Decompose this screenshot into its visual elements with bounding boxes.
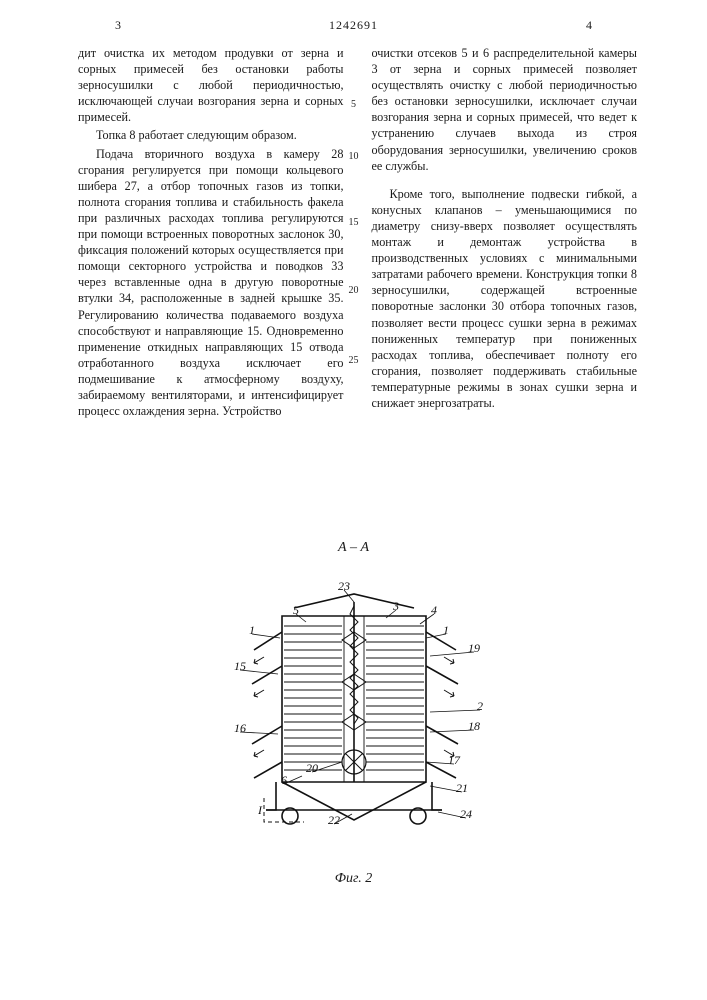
body-text: дит очистка их методом продувки от зерна… — [78, 45, 637, 421]
paragraph: Топка 8 работает следующим образом. — [78, 127, 344, 143]
svg-text:23: 23 — [338, 579, 350, 593]
page-number-right: 4 — [586, 18, 592, 33]
svg-text:6: 6 — [281, 773, 287, 787]
figure-title: А – А — [0, 540, 707, 556]
paragraph: очистки отсеков 5 и 6 распределительной … — [372, 45, 638, 174]
figure: А – А 23534111915218162017621I2224 Фиг. … — [0, 540, 707, 887]
figure-caption: Фиг. 2 — [0, 871, 707, 887]
svg-text:3: 3 — [392, 599, 399, 613]
svg-text:5: 5 — [293, 603, 299, 617]
svg-text:19: 19 — [468, 641, 480, 655]
right-column: очистки отсеков 5 и 6 распределительной … — [372, 45, 638, 421]
svg-text:17: 17 — [448, 753, 461, 767]
svg-text:24: 24 — [460, 807, 472, 821]
svg-text:21: 21 — [456, 781, 468, 795]
svg-text:1: 1 — [443, 623, 449, 637]
paragraph: Кроме того, выполнение подвески гибкой, … — [372, 186, 638, 411]
svg-text:1: 1 — [249, 623, 255, 637]
paragraph: дит очистка их методом продувки от зерна… — [78, 45, 344, 125]
svg-text:20: 20 — [306, 761, 318, 775]
svg-text:4: 4 — [431, 603, 437, 617]
left-column: дит очистка их методом продувки от зерна… — [78, 45, 344, 421]
svg-text:15: 15 — [234, 659, 246, 673]
svg-text:18: 18 — [468, 719, 480, 733]
svg-text:22: 22 — [328, 813, 340, 827]
document-number: 1242691 — [329, 18, 378, 33]
page-number-left: 3 — [115, 18, 121, 33]
figure-svg: 23534111915218162017621I2224 — [194, 562, 514, 862]
svg-text:2: 2 — [477, 699, 483, 713]
svg-text:16: 16 — [234, 721, 246, 735]
svg-text:I: I — [257, 803, 263, 817]
paragraph: Подача вторичного воздуха в камеру 28 сг… — [78, 146, 344, 420]
